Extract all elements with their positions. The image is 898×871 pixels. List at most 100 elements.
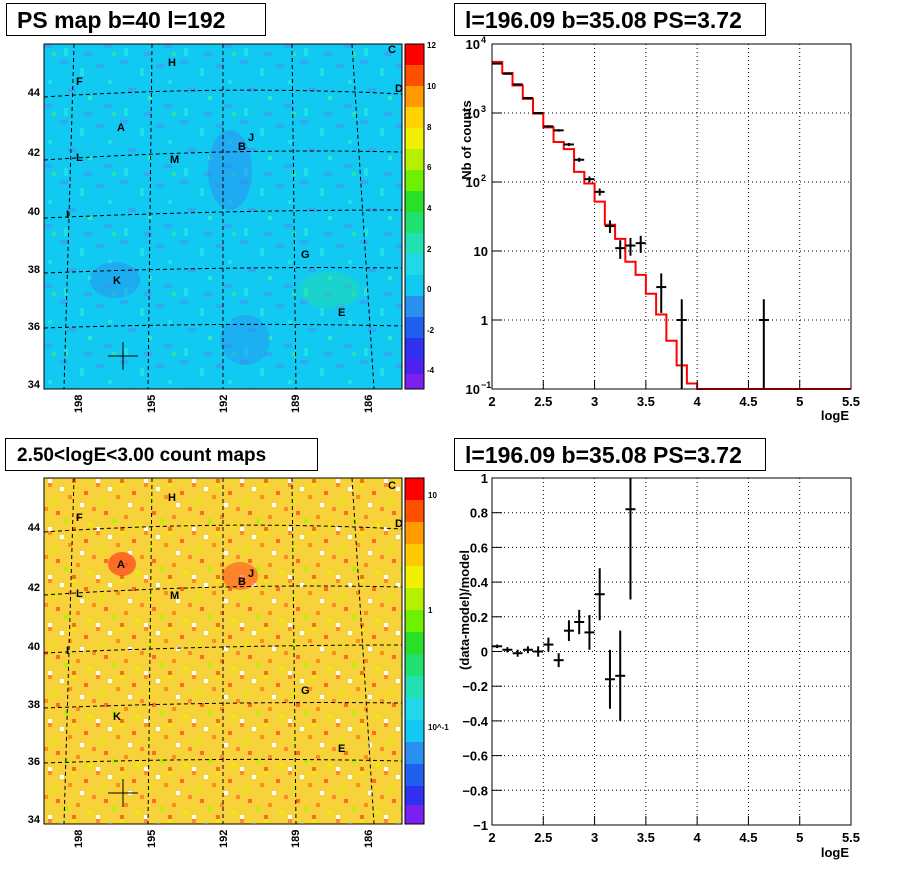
residual-data-point <box>492 644 503 649</box>
spectrum-data-point <box>676 299 687 389</box>
spectrum-data-point <box>543 125 554 128</box>
spectrum-data-point <box>574 157 585 162</box>
spectrum-x-tick-label: 5.5 <box>842 394 860 409</box>
spectrum-data-point <box>533 112 544 114</box>
svg-text:D: D <box>395 83 403 95</box>
y-tick-42: 42 <box>28 147 40 159</box>
residual-y-tick-label: 0.8 <box>470 506 488 521</box>
ps-map-blob <box>220 315 270 365</box>
svg-text:K: K <box>113 275 121 287</box>
count-map-colorbar-ticks: 10 1 10^-1 <box>428 491 449 732</box>
svg-text:L: L <box>76 588 83 600</box>
spectrum-grid <box>491 43 852 390</box>
y-tick-38: 38 <box>28 264 40 276</box>
svg-text:G: G <box>301 685 310 697</box>
residual-svg: 2 2.5 3 3.5 4 4.5 5 5.5 −1 −0.8 −0.6 −0.4 −0.2 0 0.2 0.… <box>457 471 860 860</box>
spectrum-y-tick-label: 10 <box>466 382 480 397</box>
svg-text:H: H <box>168 492 176 504</box>
spectrum-y-tick-exponent: 3 <box>481 104 486 114</box>
spectrum-x-label: logE <box>821 408 849 423</box>
svg-text:A: A <box>117 559 125 571</box>
residual-x-tick-label: 5.5 <box>842 830 860 845</box>
svg-text:E: E <box>338 743 345 755</box>
spectrum-data-point <box>594 188 605 196</box>
residual-y-label: (data-model)/model <box>457 550 472 670</box>
x-tick-189: 189 <box>290 830 302 848</box>
ps-map-y-ticks: 34 36 38 40 42 44 <box>28 87 41 391</box>
spectrum-x-tick-label: 4.5 <box>739 394 757 409</box>
x-tick-186: 186 <box>363 395 375 413</box>
spectrum-x-tick-label: 3 <box>591 394 598 409</box>
spectrum-data-points <box>492 62 769 389</box>
spectrum-data-point <box>604 220 615 234</box>
residual-x-tick-label: 4.5 <box>739 830 757 845</box>
svg-text:B: B <box>238 576 246 588</box>
count-map-colorbar <box>404 477 425 825</box>
svg-text:F: F <box>76 76 83 88</box>
spectrum-panel: 2 2.5 3 3.5 4 4.5 5 5.5 10 −1 1 10 10 2 10 3 10 4 logE Nb… <box>449 0 898 435</box>
spectrum-data-point <box>656 273 667 313</box>
svg-text:D: D <box>395 518 403 530</box>
residual-y-tick-label: 0.4 <box>470 575 489 590</box>
residual-x-tick-label: 3.5 <box>637 830 655 845</box>
residual-data-point <box>533 646 544 657</box>
residual-x-tick-label: 2.5 <box>534 830 552 845</box>
svg-text:K: K <box>113 711 121 723</box>
count-map-svg: H C F D A B J L M I G K E 34 36 38 40 42 44 198 … <box>28 477 449 848</box>
residual-grid <box>491 477 852 826</box>
ps-map-marker <box>108 342 138 370</box>
residual-data-points <box>492 478 636 721</box>
count-map-title: 2.50<logE<3.00 count maps <box>5 438 318 471</box>
svg-text:C: C <box>388 44 396 56</box>
svg-text:B: B <box>238 141 246 153</box>
svg-text:10: 10 <box>427 82 436 91</box>
spectrum-model-curve <box>492 60 851 390</box>
x-tick-198: 198 <box>73 395 85 413</box>
count-map-panel: H C F D A B J L M I G K E 34 36 38 40 42 44 198 … <box>0 435 449 871</box>
residual-data-point <box>594 568 605 621</box>
spectrum-y-tick-label: 10 <box>466 106 480 121</box>
spectrum-title: l=196.09 b=35.08 PS=3.72 <box>454 3 766 36</box>
svg-text:12: 12 <box>427 41 436 50</box>
spectrum-y-tick-exponent: −1 <box>481 380 491 390</box>
residual-data-point <box>625 478 636 600</box>
spectrum-model-step <box>492 60 851 390</box>
y-tick-44: 44 <box>28 522 41 534</box>
svg-text:E: E <box>338 307 345 319</box>
residual-y-tick-label: −0.6 <box>462 749 488 764</box>
y-tick-42: 42 <box>28 582 40 594</box>
spectrum-data-point <box>584 176 595 183</box>
y-tick-40: 40 <box>28 641 40 653</box>
residual-x-tick-label: 4 <box>694 830 702 845</box>
residual-data-point <box>543 637 554 652</box>
residual-x-tick-label: 3 <box>591 830 598 845</box>
ps-map-colorbar <box>404 43 425 390</box>
count-map-graticule <box>43 477 403 825</box>
residual-data-point <box>522 646 533 654</box>
svg-text:4: 4 <box>427 204 432 213</box>
residual-data-point <box>502 647 513 653</box>
ps-map-blob <box>208 130 252 210</box>
ps-map-frame <box>43 43 403 390</box>
residual-y-tick-label: −1 <box>473 818 488 833</box>
spectrum-data-point <box>553 129 564 132</box>
residual-y-tick-label: 0.2 <box>470 610 488 625</box>
spectrum-y-tick-label: 10 <box>466 175 480 190</box>
x-tick-198: 198 <box>73 830 85 848</box>
y-tick-34: 34 <box>28 379 41 391</box>
residual-data-point <box>553 653 564 668</box>
residual-data-point <box>574 609 585 635</box>
ps-map-graticule <box>43 43 403 390</box>
count-map-y-ticks: 34 36 38 40 42 44 <box>28 522 41 826</box>
svg-text:0: 0 <box>427 285 432 294</box>
spectrum-data-point <box>615 240 626 259</box>
residual-x-label: logE <box>821 845 849 860</box>
count-map-frame <box>43 477 403 825</box>
spectrum-x-tick-label: 3.5 <box>637 394 655 409</box>
x-tick-192: 192 <box>218 830 230 848</box>
spectrum-y-tick-exponent: 4 <box>481 35 486 45</box>
spectrum-x-tick-label: 2 <box>488 394 495 409</box>
residual-y-tick-label: 1 <box>481 471 488 486</box>
y-tick-38: 38 <box>28 699 40 711</box>
y-tick-40: 40 <box>28 206 40 218</box>
